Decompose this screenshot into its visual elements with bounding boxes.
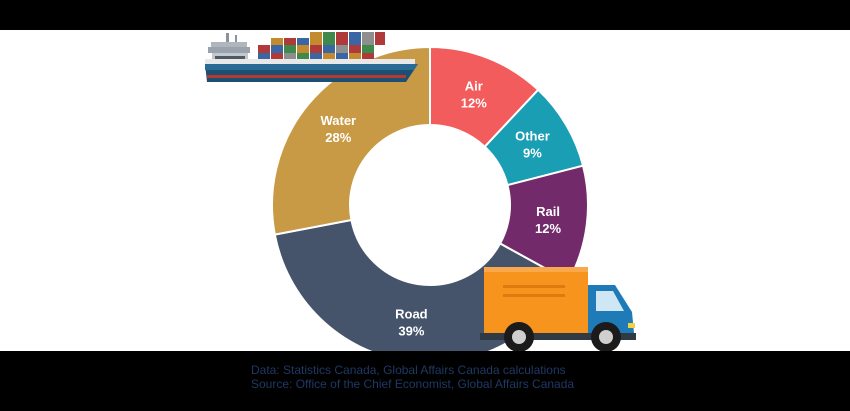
slice-value-road: 39% [398,324,424,339]
slice-label-water: Water [320,113,356,128]
chart-area: Air 12% Other 9% Rail 12% Road 39% Water 28% [0,30,850,351]
slice-water [271,45,431,236]
slice-value-air: 12% [461,95,487,110]
chart-footer: Data: Statistics Canada, Global Affairs … [0,351,850,411]
slice-label-road: Road [395,307,428,322]
slice-label-air: Air [465,78,483,93]
donut-labels: Air 12% Other 9% Rail 12% Road 39% Water 28% [320,78,561,338]
slice-value-other: 9% [523,145,542,160]
data-note: Data: Statistics Canada, Global Affairs … [251,363,566,377]
cargo-ship-icon [205,32,418,82]
slice-label-other: Other [515,128,550,143]
donut-chart: Air 12% Other 9% Rail 12% Road 39% Water 28% [205,32,636,351]
slice-label-rail: Rail [536,204,560,219]
slice-value-water: 28% [325,130,351,145]
source-note: Source: Office of the Chief Economist, G… [251,377,575,391]
slice-value-rail: 12% [535,221,561,236]
delivery-truck-icon [480,267,636,351]
